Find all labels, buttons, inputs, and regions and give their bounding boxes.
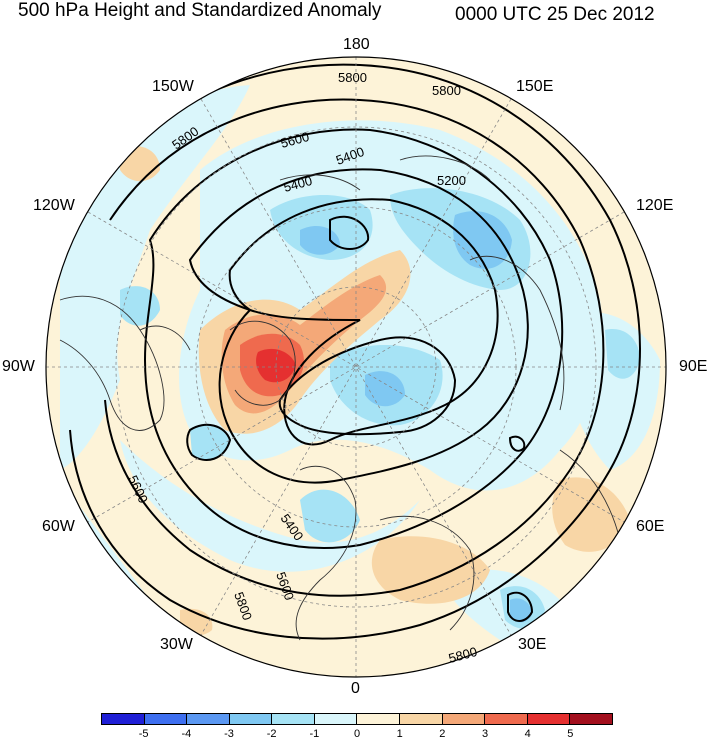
colorbar-tick-label: 1: [396, 728, 403, 740]
colorbar-box: [314, 714, 358, 724]
colorbar-tick-label: 0: [353, 728, 361, 740]
colorbar-box: [442, 714, 486, 724]
lon-label-30e: 30E: [518, 636, 547, 653]
contour-label: 5800: [447, 644, 479, 666]
lon-label-150w: 150W: [152, 78, 194, 95]
colorbar-tick-label: -3: [224, 728, 234, 740]
height-contours: [69, 63, 641, 640]
lon-label-120w: 120W: [33, 197, 75, 214]
contour-label: 5800: [338, 70, 367, 85]
contour-label: 5200: [437, 173, 466, 188]
colorbar-box: [357, 714, 401, 724]
lon-label-60e: 60E: [636, 518, 665, 535]
anomaly-fill-positive: [120, 146, 630, 636]
lon-label-90e: 90E: [679, 358, 708, 375]
anomaly-fill-negative-2: [300, 211, 532, 623]
lon-label-120e: 120E: [636, 197, 674, 214]
lon-label-0: 0: [351, 680, 360, 697]
contour-label: 5400: [282, 173, 314, 195]
colorbar-box: [527, 714, 571, 724]
colorbar: [101, 713, 613, 725]
colorbar-box: [144, 714, 188, 724]
colorbar-box: [272, 714, 315, 724]
contour-label: 5800: [432, 83, 461, 98]
lon-label-180: 180: [343, 36, 370, 53]
colorbar-box: [102, 714, 145, 724]
colorbar-tick-label: -4: [181, 728, 192, 740]
coastlines: [59, 155, 621, 641]
lon-label-60w: 60W: [42, 518, 75, 535]
colorbar-tick-label: -1: [309, 728, 320, 740]
polar-stereographic-map: 5800 5800 5800 5600 5400 5400 5200 5600 …: [45, 56, 667, 678]
lon-label-150e: 150E: [516, 78, 554, 95]
colorbar-tick-label: -2: [266, 728, 277, 740]
colorbar-tick-label: 3: [481, 728, 489, 740]
colorbar-box: [570, 714, 612, 724]
graticule: [46, 57, 666, 677]
title: 500 hPa Height and Standardized Anomaly: [18, 0, 382, 21]
map-border: [45, 56, 667, 678]
colorbar-box: [229, 714, 273, 724]
colorbar-box: [187, 714, 230, 724]
colorbar-tick-label: 2: [439, 728, 446, 740]
colorbar-ticks: -5 -4 -3 -2 -1 0 1 2 3 4 5: [101, 728, 613, 742]
colorbar-tick-label: 5: [567, 728, 574, 740]
colorbar-tick-label: 4: [524, 728, 531, 740]
lon-label-30w: 30W: [160, 636, 193, 653]
colorbar-box: [400, 714, 443, 724]
colorbar-tick-label: -5: [138, 728, 149, 740]
valid-time: 0000 UTC 25 Dec 2012: [455, 4, 655, 25]
contour-label: 5600: [279, 129, 311, 151]
lon-label-90w: 90W: [2, 358, 35, 375]
colorbar-box: [485, 714, 528, 724]
